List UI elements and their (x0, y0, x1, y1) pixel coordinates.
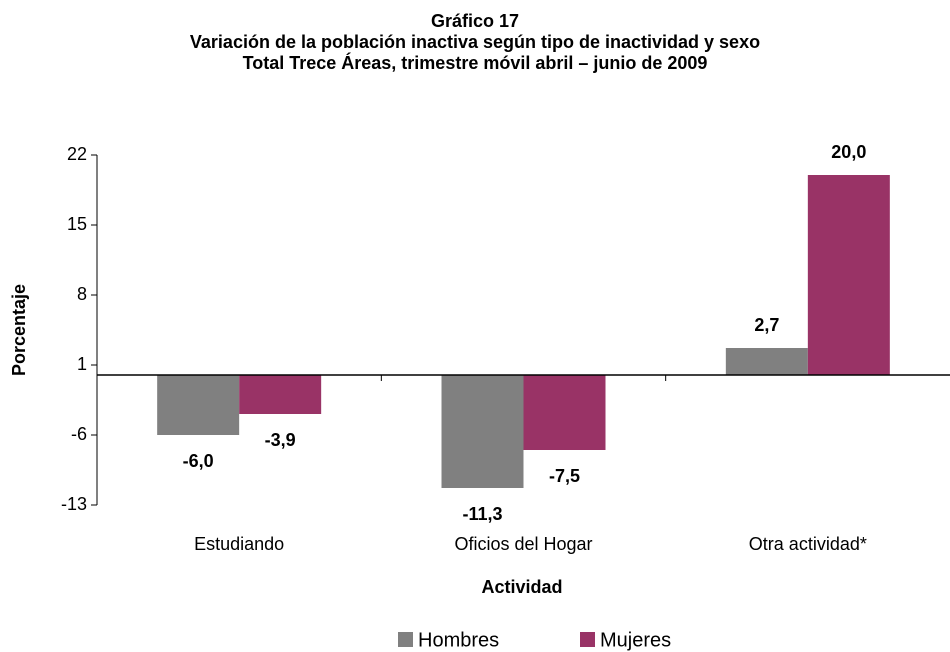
y-tick-label: 1 (77, 354, 87, 374)
x-tick-label: Oficios del Hogar (454, 534, 592, 554)
chart-subtitle: Variación de la población inactiva según… (190, 32, 760, 52)
data-label: -3,9 (265, 430, 296, 450)
chart-subtitle: Total Trece Áreas, trimestre móvil abril… (243, 52, 708, 73)
y-tick-label: -6 (71, 424, 87, 444)
y-axis-title: Porcentaje (9, 284, 29, 376)
data-label: -6,0 (183, 451, 214, 471)
bar (807, 175, 890, 375)
y-tick-label: 8 (77, 284, 87, 304)
chart-title: Gráfico 17 (431, 11, 519, 31)
bar (725, 348, 808, 375)
data-label: -7,5 (549, 466, 580, 486)
x-tick-label: Estudiando (194, 534, 284, 554)
bar (441, 375, 524, 488)
x-tick-label: Otra actividad* (749, 534, 867, 554)
legend-label: Hombres (418, 629, 499, 651)
data-label: 20,0 (831, 142, 866, 162)
bar (523, 375, 606, 450)
legend-label: Mujeres (600, 629, 671, 651)
data-label: 2,7 (754, 315, 779, 335)
y-tick-label: 22 (67, 144, 87, 164)
legend-swatch (580, 632, 595, 647)
y-tick-label: -13 (61, 494, 87, 514)
x-axis-title: Actividad (481, 577, 562, 597)
bar (157, 375, 240, 435)
bar (239, 375, 322, 414)
y-tick-label: 15 (67, 214, 87, 234)
legend-swatch (398, 632, 413, 647)
data-label: -11,3 (462, 504, 502, 524)
